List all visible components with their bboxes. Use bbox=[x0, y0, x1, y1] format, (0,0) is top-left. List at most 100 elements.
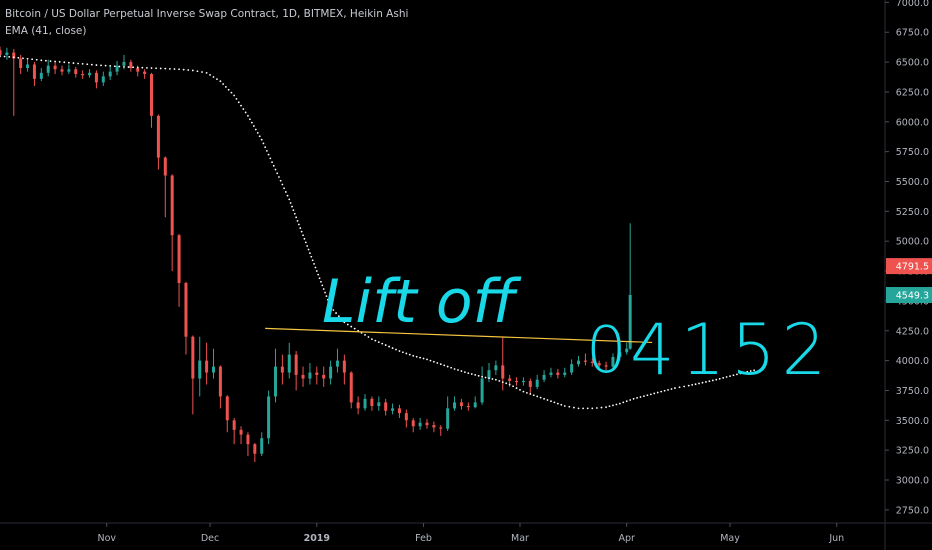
ema-point bbox=[725, 376, 728, 378]
ema-point bbox=[191, 69, 194, 72]
candle-body bbox=[280, 366, 284, 373]
ema-point bbox=[254, 128, 257, 131]
ema-point bbox=[274, 168, 277, 171]
candle-body bbox=[88, 72, 92, 76]
x-tick-label: Nov bbox=[97, 533, 116, 544]
ema-point bbox=[264, 146, 267, 149]
ema-point bbox=[272, 164, 275, 167]
ema-point bbox=[72, 62, 75, 64]
ema-point bbox=[340, 318, 343, 321]
ema-point bbox=[258, 135, 261, 138]
ema-point bbox=[622, 401, 625, 404]
candle-body bbox=[487, 370, 491, 379]
ema-point bbox=[219, 80, 222, 83]
ema-point bbox=[436, 362, 439, 364]
candle-body bbox=[432, 425, 436, 428]
ema-point bbox=[100, 64, 102, 67]
ema-point bbox=[563, 405, 566, 407]
ema-point bbox=[371, 338, 373, 341]
indicator-label[interactable]: EMA (41, close) bbox=[5, 25, 87, 37]
ema-point bbox=[95, 64, 98, 66]
y-tick-label: 3000.0 bbox=[896, 476, 929, 487]
ema-point bbox=[732, 374, 735, 377]
ema-point bbox=[90, 63, 93, 66]
ema-point bbox=[512, 385, 514, 388]
candle-body bbox=[453, 402, 457, 409]
ema-point bbox=[252, 125, 255, 127]
ema-point bbox=[742, 371, 745, 374]
y-tick-label: 6000.0 bbox=[896, 117, 929, 128]
ema-point bbox=[306, 245, 309, 247]
ema-point bbox=[412, 354, 415, 357]
candle-body bbox=[528, 380, 532, 387]
ema-point bbox=[58, 60, 61, 63]
candle-body bbox=[480, 378, 484, 403]
ema-point bbox=[123, 65, 125, 68]
candle-body bbox=[628, 294, 632, 349]
ema-point bbox=[262, 142, 265, 145]
ema-point bbox=[367, 336, 370, 338]
ema-point bbox=[746, 370, 749, 373]
candle-body bbox=[246, 434, 250, 445]
candle-body bbox=[356, 402, 360, 409]
ema-point bbox=[45, 59, 47, 62]
ema-point bbox=[283, 187, 285, 190]
ema-point bbox=[663, 389, 666, 392]
ema-point bbox=[343, 321, 346, 324]
candle-body bbox=[225, 396, 229, 421]
ema-point bbox=[525, 391, 528, 394]
ema-point bbox=[460, 370, 463, 372]
time-axis[interactable]: Nov Dec 2019 Feb Mar Apr May Jun bbox=[97, 523, 844, 544]
candle-body bbox=[590, 361, 594, 363]
ema-point bbox=[453, 368, 456, 370]
ema-point bbox=[484, 376, 487, 379]
ema-point bbox=[265, 149, 268, 152]
ema-point bbox=[146, 66, 148, 69]
ema-point bbox=[315, 270, 318, 272]
candle-body bbox=[377, 402, 381, 406]
ema-point bbox=[304, 241, 307, 244]
x-tick-label: Feb bbox=[415, 533, 432, 544]
ema-point bbox=[543, 397, 545, 400]
ema-point bbox=[408, 353, 411, 356]
y-tick-label: 7000.0 bbox=[896, 0, 929, 9]
ema-point bbox=[212, 76, 215, 78]
ema-point bbox=[335, 312, 337, 314]
ema-point bbox=[284, 191, 287, 193]
candle-body bbox=[370, 398, 374, 406]
ema-point bbox=[237, 101, 240, 104]
y-tick-label: 6500.0 bbox=[896, 58, 929, 69]
ema-point bbox=[708, 380, 711, 383]
ema-point bbox=[395, 348, 397, 351]
candle-body bbox=[315, 372, 319, 375]
ema-point bbox=[687, 384, 690, 387]
ema-point bbox=[288, 198, 291, 201]
candle-body bbox=[163, 157, 167, 176]
ema-point bbox=[529, 393, 532, 395]
candle-body bbox=[232, 420, 236, 430]
ema-point bbox=[346, 323, 349, 326]
candle-body bbox=[46, 65, 50, 73]
ema-point bbox=[244, 111, 247, 114]
ema-point bbox=[49, 60, 52, 62]
trend-line[interactable] bbox=[265, 327, 653, 344]
symbol-title[interactable]: Bitcoin / US Dollar Perpetual Inverse Sw… bbox=[5, 8, 409, 20]
ema-point bbox=[646, 394, 649, 397]
ema-point bbox=[35, 58, 38, 61]
y-tick-label: 5000.0 bbox=[896, 237, 929, 248]
x-tick-label: Mar bbox=[511, 533, 529, 544]
ema-point bbox=[227, 88, 230, 91]
candle-body bbox=[439, 427, 443, 429]
ema-point bbox=[577, 407, 580, 410]
ema-point bbox=[586, 407, 589, 410]
ema-point bbox=[141, 66, 144, 69]
y-tick-label: 2750.0 bbox=[896, 505, 929, 516]
ema-point bbox=[300, 230, 303, 233]
ema-point bbox=[600, 406, 603, 409]
ema-point bbox=[636, 397, 638, 399]
price-annotation: 0 4152 bbox=[586, 309, 826, 391]
candle-body bbox=[81, 74, 85, 76]
candle-body bbox=[618, 352, 622, 358]
